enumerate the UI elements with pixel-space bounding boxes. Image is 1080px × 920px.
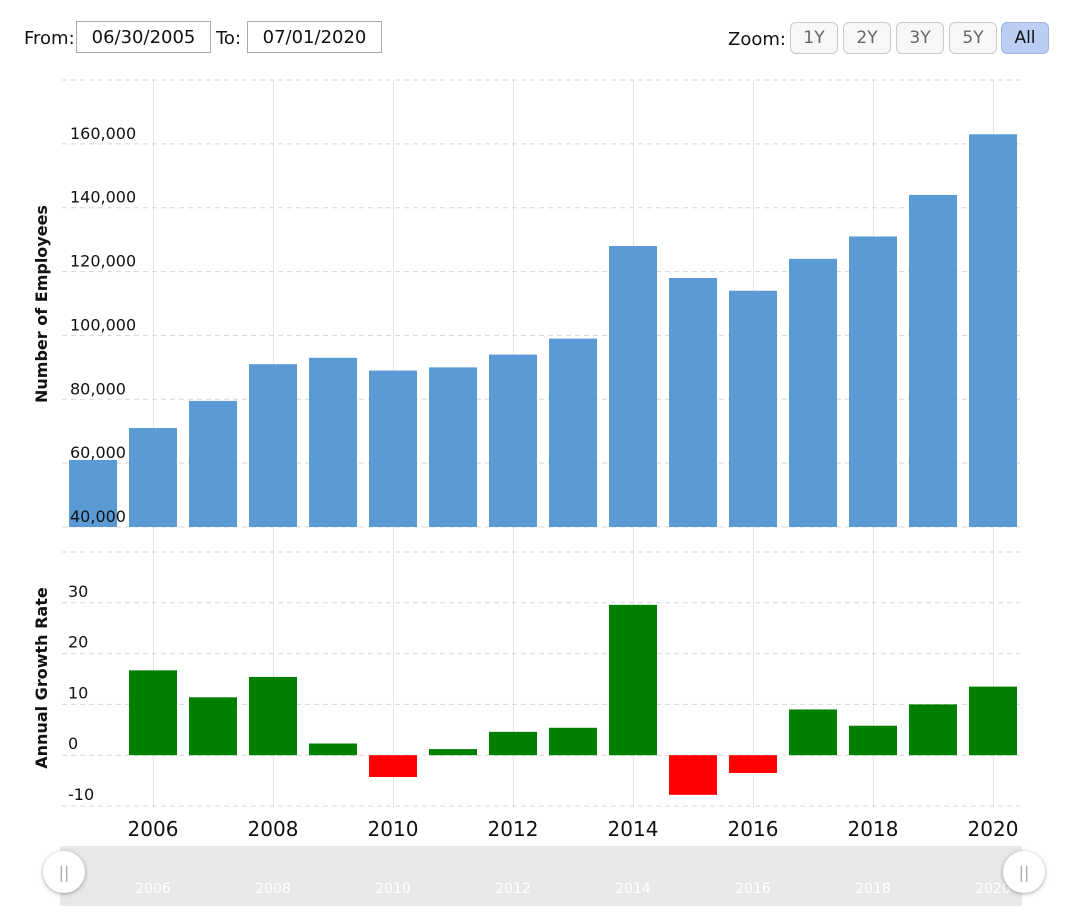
zoom-3y-button[interactable]: 3Y [896,22,944,54]
employees-bar [69,459,117,527]
x-tick-label: 2006 [128,817,179,841]
y-tick-label: 0 [68,734,78,753]
employees-bar [489,354,537,527]
employees-bar [549,338,597,527]
x-tick-label: 2016 [728,817,779,841]
y-tick-label: 20 [68,633,88,652]
axis-labels: 40,000 60,000 80,000 100,000 120,000 140,000 1… [32,124,1018,841]
y-tick-label: 30 [68,582,88,601]
growth-bar [669,755,717,795]
x-tick-label: 2020 [968,817,1019,841]
employees-bar [309,357,357,527]
employees-bar [669,277,717,527]
growth-bar [429,749,477,756]
zoom-2y-button[interactable]: 2Y [843,22,891,54]
y-tick-label: 40,000 [70,507,126,526]
range-selector: From: To: Zoom: 1Y 2Y 3Y 5Y All [0,0,1080,70]
growth-bar [729,755,777,773]
y-axis-title: Annual Growth Rate [32,587,51,769]
to-date-input[interactable] [247,21,382,53]
growth-bar [189,697,237,756]
employees-bar [429,367,477,527]
x-tick-label: 2012 [488,817,539,841]
employees-bar [849,236,897,527]
y-axis-title: Number of Employees [32,205,51,403]
growth-bar [609,604,657,756]
y-tick-label: 80,000 [70,379,126,398]
growth-bars [129,604,1017,795]
growth-bar [969,686,1017,756]
employees-bar [789,258,837,527]
y-tick-label: 120,000 [70,252,136,271]
y-tick-label: 60,000 [70,443,126,462]
employees-bar [249,364,297,527]
to-label: To: [216,28,242,49]
y-tick-label: 140,000 [70,188,136,207]
growth-bar [549,727,597,756]
navigator-track[interactable] [60,846,1022,906]
navigator-right-handle[interactable]: || [1003,851,1045,893]
x-tick-label: 2018 [848,817,899,841]
employees-bar [609,246,657,527]
zoom-all-button[interactable]: All [1001,22,1049,54]
zoom-1y-button[interactable]: 1Y [790,22,838,54]
x-tick-label: 2008 [248,817,299,841]
growth-bar [789,709,837,756]
from-label: From: [24,28,75,49]
employees-bar [129,428,177,527]
x-tick-label: 2014 [608,817,659,841]
employees-bar [369,370,417,527]
y-tick-label: 100,000 [70,315,136,334]
growth-bar [129,670,177,756]
growth-bar [309,743,357,756]
growth-bar [909,704,957,756]
y-tick-label: 10 [68,683,88,702]
x-tick-label: 2010 [368,817,419,841]
employees-bar [729,290,777,527]
employees-bars [69,134,1017,527]
y-tick-label: -10 [68,785,94,804]
zoom-label: Zoom: [728,29,786,50]
growth-bar [849,725,897,756]
growth-bar [489,731,537,756]
zoom-5y-button[interactable]: 5Y [949,22,997,54]
employees-bar [969,134,1017,527]
growth-bar [249,676,297,756]
navigator-left-handle[interactable]: || [43,851,85,893]
employees-bar [189,400,237,527]
employees-bar [909,194,957,527]
y-tick-label: 160,000 [70,124,136,143]
growth-bar [369,755,417,778]
from-date-input[interactable] [76,21,211,53]
